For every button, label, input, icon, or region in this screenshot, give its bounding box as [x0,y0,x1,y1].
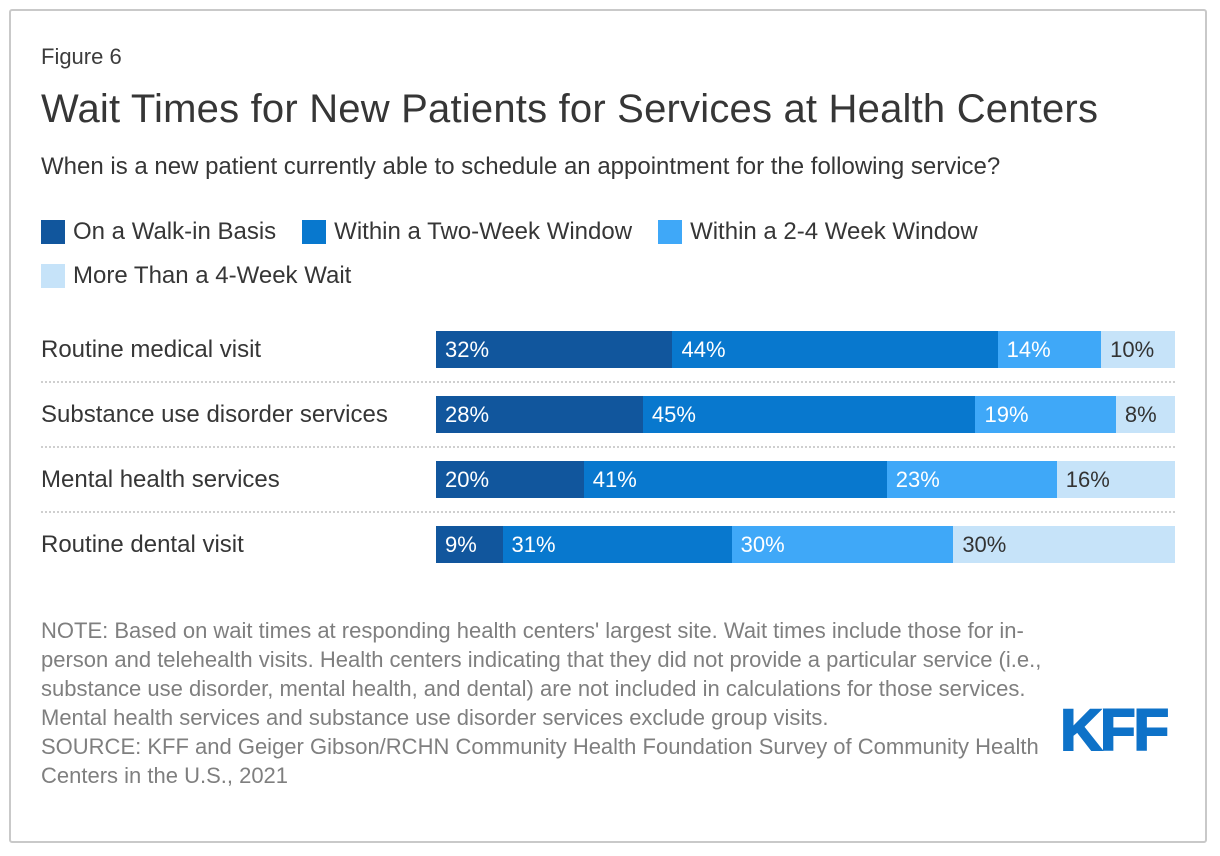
bar-segment: 30% [731,526,954,563]
bar-segment: 9% [436,526,503,563]
legend-swatch [41,264,65,288]
kff-logo: KFF [1059,697,1170,764]
bar-segment: 20% [436,461,584,498]
bar-segment: 10% [1101,331,1175,368]
source-text: SOURCE: KFF and Geiger Gibson/RCHN Commu… [41,734,1039,788]
bar-segment: 8% [1115,396,1175,433]
bar-segment: 28% [436,396,643,433]
segment-value: 10% [1110,336,1155,362]
bar-segment: 16% [1056,461,1175,498]
legend-item: Within a 2-4 Week Window [658,218,978,246]
segment-value: 19% [984,401,1029,427]
legend-label: On a Walk-in Basis [73,218,277,245]
segment-value: 30% [740,531,785,557]
chart-row: Mental health services 20% 41% 23% 16% [41,448,1175,513]
bar-segment: 30% [953,526,1176,563]
bar-segment: 14% [997,331,1102,368]
segment-value: 8% [1124,401,1157,427]
segment-value: 14% [1006,336,1051,362]
figure-number: Figure 6 [41,44,122,69]
category-label: Routine medical visit [41,335,262,363]
stacked-bar: 32% 44% 14% 10% [436,331,1175,368]
chart-row: Routine medical visit 32% 44% 14% 10% [41,318,1175,383]
note-text: NOTE: Based on wait times at responding … [41,618,1042,730]
segment-value: 30% [962,531,1007,557]
chart-row: Substance use disorder services 28% 45% 19%… [41,383,1175,448]
legend-item: More Than a 4-Week Wait [41,262,351,290]
legend-swatch [302,220,327,244]
bar-segment: 41% [583,461,887,498]
stacked-bar: 28% 45% 19% 8% [436,396,1175,433]
segment-value: 44% [681,336,726,362]
bar-segment: 31% [502,526,732,563]
legend-label: Within a 2-4 Week Window [690,218,978,245]
stacked-bar: 9% 31% 30% 30% [436,526,1176,563]
bar-segment: 19% [975,396,1116,433]
chart-row: Routine dental visit 9% 31% 30% 30% [41,513,1176,576]
segment-value: 45% [651,401,696,427]
legend-label: Within a Two-Week Window [334,218,633,245]
footnotes: NOTE: Based on wait times at responding … [41,616,1053,790]
segment-value: 16% [1065,466,1110,492]
category-label: Mental health services [41,465,280,493]
bar-segment: 45% [642,396,976,433]
bar-segment: 23% [886,461,1057,498]
chart: Routine medical visit 32% 44% 14% 10% Substan… [41,318,1176,576]
segment-value: 23% [895,466,940,492]
legend-swatch [658,220,683,244]
legend-swatch [41,220,65,244]
legend-item: On a Walk-in Basis [41,218,276,246]
segment-value: 9% [445,531,477,557]
segment-value: 41% [592,466,637,492]
figure-title: Wait Times for New Patients for Services… [41,87,1099,131]
category-label: Routine dental visit [41,530,244,558]
bar-segment: 44% [672,331,998,368]
stacked-bar: 20% 41% 23% 16% [436,461,1175,498]
segment-value: 32% [445,336,490,362]
legend-item: Within a Two-Week Window [302,218,632,246]
category-label: Substance use disorder services [41,400,388,428]
survey-question: When is a new patient currently able to … [41,153,1001,180]
figure-card: Figure 6 Wait Times for New Patients for… [9,9,1207,843]
bar-segment: 32% [436,331,673,368]
legend: On a Walk-in Basis Within a Two-Week Wind… [41,218,1175,290]
segment-value: 31% [511,531,556,557]
segment-value: 28% [445,401,490,427]
legend-label: More Than a 4-Week Wait [73,262,352,289]
segment-value: 20% [445,466,490,492]
